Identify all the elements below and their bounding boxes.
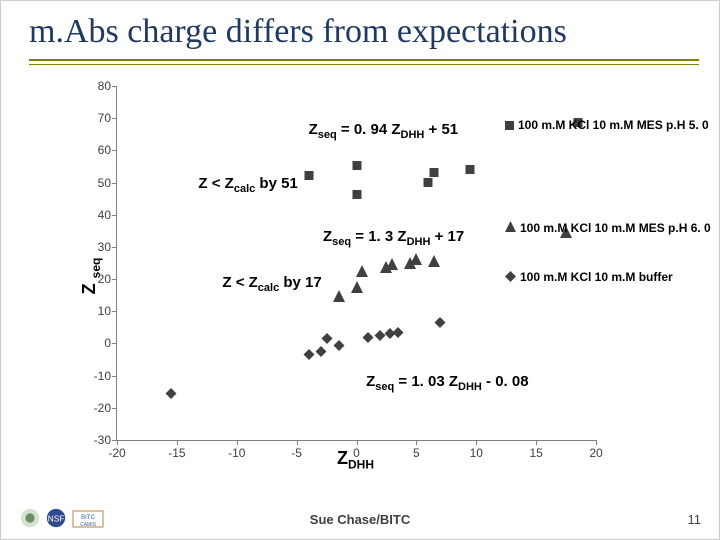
data-point-pH6 — [333, 289, 345, 307]
svg-text:NSF: NSF — [48, 515, 65, 524]
data-point-pH5 — [424, 174, 433, 192]
svg-text:BITC: BITC — [81, 515, 95, 521]
y-tick-label: 20 — [77, 272, 111, 286]
data-point-pH6 — [380, 260, 392, 278]
chart: Z seq -30-20-1001020304050607080-20-15-1… — [61, 76, 661, 476]
footer-logos: NSF BITCCAMIS — [19, 507, 105, 529]
footer-text: Sue Chase/BITC — [310, 512, 410, 527]
legend-entry-pH6: 100 m.M KCl 10 m.M MES p.H 6. 0 — [505, 221, 711, 236]
y-tick-label: 40 — [77, 208, 111, 222]
data-point-buffer — [333, 338, 344, 356]
y-tick-label: -10 — [77, 369, 111, 383]
chart-annotation: Zseq = 0. 94 ZDHH + 51 — [309, 121, 459, 141]
data-point-pH6 — [428, 254, 440, 272]
data-point-pH6 — [404, 256, 416, 274]
slide-title: m.Abs charge differs from expectations — [29, 13, 699, 57]
data-point-buffer — [363, 330, 374, 348]
chart-annotation: Zseq = 1. 03 ZDHH - 0. 08 — [366, 373, 528, 393]
y-tick-label: 60 — [77, 143, 111, 157]
data-point-pH6 — [351, 280, 363, 298]
data-point-buffer — [385, 326, 396, 344]
y-tick-label: 10 — [77, 304, 111, 318]
slide-number: 11 — [688, 512, 702, 527]
x-tick-label: 5 — [413, 446, 420, 460]
x-axis-label: ZDHH — [337, 448, 374, 472]
logo-icon — [19, 507, 41, 529]
y-tick-label: 0 — [77, 336, 111, 350]
y-tick-label: 80 — [77, 79, 111, 93]
data-point-pH5 — [466, 161, 475, 179]
data-point-pH5 — [352, 157, 361, 175]
data-point-pH5 — [304, 167, 313, 185]
x-tick-label: 10 — [470, 446, 483, 460]
plot-area: -30-20-1001020304050607080-20-15-10-5051… — [116, 86, 596, 441]
logo-icon: BITCCAMIS — [71, 507, 105, 529]
title-underline — [29, 59, 699, 65]
legend-entry-pH5: 100 m.M KCl 10 m.M MES p.H 5. 0 — [505, 118, 709, 133]
x-tick-label: 15 — [529, 446, 542, 460]
data-point-buffer — [315, 344, 326, 362]
x-tick-label: 20 — [589, 446, 602, 460]
y-tick-label: 70 — [77, 111, 111, 125]
y-tick-label: 50 — [77, 176, 111, 190]
data-point-buffer — [375, 328, 386, 346]
data-point-pH5 — [352, 186, 361, 204]
y-tick-label: -20 — [77, 401, 111, 415]
chart-annotation: Zseq = 1. 3 ZDHH + 17 — [323, 228, 464, 248]
x-tick-label: -15 — [168, 446, 185, 460]
legend-entry-buffer: 100 m.M KCl 10 m.M buffer — [505, 270, 673, 285]
data-point-buffer — [303, 347, 314, 365]
x-tick-label: -20 — [108, 446, 125, 460]
x-tick-label: -10 — [228, 446, 245, 460]
y-tick-label: 30 — [77, 240, 111, 254]
logo-icon: NSF — [45, 507, 67, 529]
chart-annotation: Z < Zcalc by 51 — [198, 175, 297, 195]
data-point-buffer — [435, 315, 446, 333]
x-tick-label: -5 — [291, 446, 302, 460]
data-point-buffer — [165, 386, 176, 404]
title-block: m.Abs charge differs from expectations — [29, 13, 699, 65]
chart-annotation: Z < Zcalc by 17 — [222, 274, 321, 294]
svg-text:CAMIS: CAMIS — [80, 522, 97, 528]
y-tick-label: -30 — [77, 433, 111, 447]
